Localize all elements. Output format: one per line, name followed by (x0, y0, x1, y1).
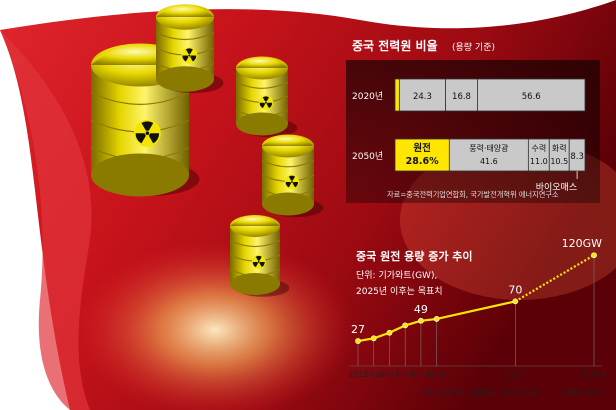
nuclear-drum (235, 56, 298, 138)
nuclear-drum (155, 4, 224, 94)
radiation-icon (251, 255, 266, 269)
ratio-segment (448, 138, 529, 172)
data-label: 120GW (562, 237, 603, 250)
data-point (370, 335, 377, 342)
ratio-row-year: 2050년 (352, 151, 383, 162)
ratio-row-year: 2020년 (352, 91, 383, 102)
data-point (402, 322, 409, 329)
line-credit: 그래픽=양인성 (560, 388, 605, 397)
x-tick-label: 2018 (396, 370, 415, 379)
nuclear-drums (90, 4, 324, 297)
x-tick-label: 2025 (506, 370, 525, 379)
line-chart: 중국 원전 용량 증가 추이 단위: 기가와트(GW), 2025년 이후는 목… (348, 237, 607, 397)
line-chart-title: 중국 원전 용량 증가 추이 (356, 249, 473, 263)
data-point (512, 298, 519, 305)
data-point (591, 252, 597, 259)
radiation-icon (133, 119, 161, 147)
radiation-icon (181, 47, 198, 64)
ratio-chart-title: 중국 전력원 비율 (352, 38, 438, 53)
ratio-segment (477, 78, 586, 112)
data-label: 49 (414, 303, 428, 316)
flag-fold-left (0, 30, 70, 410)
ratio-callout: 바이오매스 (536, 182, 577, 193)
x-tick-label: 2019 (411, 370, 430, 379)
ratio-segment-value: 41.6 (480, 157, 498, 166)
flag-glow (75, 240, 355, 410)
ratio-chart-subtitle: (용량 기준) (452, 41, 495, 53)
ratio-segment-label: 풍력·태양광 (469, 143, 509, 153)
ratio-segment-value: 10.5 (550, 157, 568, 166)
ratio-segment-label: 원전 (413, 142, 430, 154)
data-point (355, 338, 361, 344)
x-tick-label: 2020 (427, 370, 446, 379)
ratio-segment (398, 78, 446, 112)
line-source: 자료=중국전력기업연합회, 로키산연구소 (420, 388, 540, 397)
x-tick-label: 2015 (348, 370, 367, 379)
radiation-icon (258, 95, 274, 110)
data-point (433, 316, 440, 322)
ratio-segment (394, 138, 450, 172)
ratio-segment (445, 78, 478, 112)
ratio-segment-value: 56.6 (522, 92, 541, 102)
ratio-chart-panel: 중국 전력원 비율 (용량 기준) 2020년2.324.316.856.620… (346, 38, 600, 203)
data-point (418, 317, 424, 324)
nuclear-drum (229, 215, 290, 297)
line-target-note: 2025년 이후는 목표치 (356, 285, 443, 297)
series-line-target (514, 254, 595, 303)
data-label: 70 (508, 283, 522, 296)
data-point (386, 329, 393, 336)
ratio-segment-value: 24.3 (413, 92, 432, 102)
line-unit-note: 단위: 기가와트(GW), (356, 269, 437, 281)
ratio-segment-value: 16.8 (452, 92, 471, 102)
ratio-segment-label: 수력 (531, 143, 546, 153)
ratio-segment-value: 28.6% (406, 156, 439, 167)
x-tick-label: 2017 (380, 370, 399, 379)
nuclear-drum (261, 134, 324, 218)
x-tick-label: 2016 (364, 370, 383, 379)
ratio-segment-label: 화력 (552, 143, 567, 153)
radiation-icon (284, 174, 300, 190)
data-label: 27 (351, 323, 365, 336)
ratio-source: 자료=중국전력기업연합회, 국가발전개혁위 에너지연구소 (387, 190, 559, 199)
ratio-segment-value: 8.3 (570, 152, 584, 162)
ratio-segment-value: 11.0 (530, 157, 548, 166)
x-tick-label: 2030년 (581, 369, 607, 379)
